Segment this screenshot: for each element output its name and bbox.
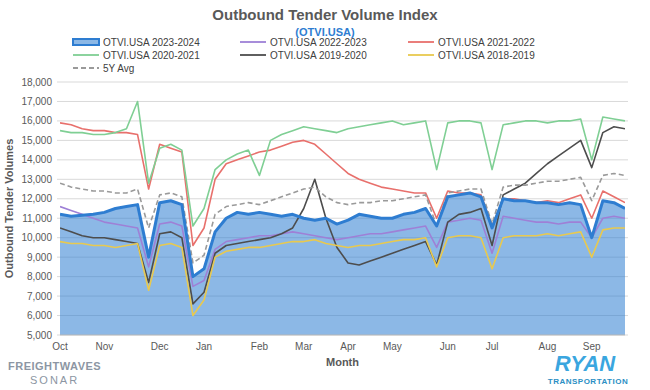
legend-label: OTVI.USA 2022-2023 bbox=[270, 37, 367, 48]
legend-label: OTVI.USA 2021-2022 bbox=[438, 37, 535, 48]
y-tick-label: 18,000 bbox=[21, 77, 52, 88]
y-tick-label: 6,000 bbox=[27, 310, 52, 321]
x-tick-label: May bbox=[383, 341, 402, 352]
x-axis-line bbox=[60, 335, 625, 336]
legend-swatch bbox=[240, 54, 266, 56]
y-tick-label: 7,000 bbox=[27, 291, 52, 302]
logo-text: TRANSPORTATION bbox=[548, 377, 628, 386]
legend-label: OTVI.USA 2023-2024 bbox=[103, 37, 200, 48]
series-line bbox=[60, 123, 625, 246]
x-tick-label: Feb bbox=[251, 341, 269, 352]
x-tick-label: Nov bbox=[95, 341, 113, 352]
x-tick-label: Dec bbox=[151, 341, 169, 352]
background bbox=[0, 0, 650, 390]
legend-label: OTVI.USA 2018-2019 bbox=[438, 50, 535, 61]
legend: OTVI.USA 2023-2024 OTVI.USA 2022-2023 OTVI… bbox=[73, 37, 535, 74]
grid-line bbox=[57, 82, 628, 83]
area-line bbox=[60, 193, 625, 277]
y-tick-label: 15,000 bbox=[21, 135, 52, 146]
logo-text: SONAR bbox=[30, 374, 79, 386]
legend-label: 5Y Avg bbox=[103, 63, 134, 74]
legend-label: OTVI.USA 2020-2021 bbox=[103, 50, 200, 61]
legend-label: OTVI.USA 2019-2020 bbox=[270, 50, 367, 61]
x-tick-label: Jan bbox=[196, 341, 212, 352]
grid-line bbox=[57, 179, 628, 180]
legend-swatch bbox=[73, 39, 99, 45]
x-tick-label: Apr bbox=[340, 341, 356, 352]
y-tick-label: 17,000 bbox=[21, 96, 52, 107]
x-tick-label: Jun bbox=[440, 341, 456, 352]
x-axis-label: Month bbox=[326, 356, 359, 368]
logo-text: FREIGHTWAVES bbox=[8, 360, 101, 372]
plot-area bbox=[60, 101, 625, 335]
grid bbox=[57, 82, 628, 335]
y-tick-label: 14,000 bbox=[21, 154, 52, 165]
x-tick-label: Oct bbox=[52, 341, 68, 352]
series-line bbox=[60, 101, 625, 226]
y-tick-label: 9,000 bbox=[27, 252, 52, 263]
y-tick-label: 10,000 bbox=[21, 232, 52, 243]
legend-swatch bbox=[408, 54, 434, 56]
y-axis-label: Outbound Tender Volumes bbox=[3, 139, 15, 279]
y-tick-label: 11,000 bbox=[22, 213, 52, 224]
y-tick-label: 13,000 bbox=[21, 174, 52, 185]
y-tick-label: 5,000 bbox=[27, 330, 52, 341]
grid-line bbox=[57, 198, 628, 199]
legend-swatch bbox=[240, 41, 266, 43]
series-line bbox=[60, 173, 625, 263]
y-tick-label: 16,000 bbox=[21, 115, 52, 126]
x-tick-label: Aug bbox=[539, 341, 557, 352]
logo-text: RYAN bbox=[555, 351, 616, 376]
y-tick-label: 12,000 bbox=[21, 193, 52, 204]
title: Outbound Tender Volume Index bbox=[212, 6, 438, 23]
x-tick-label: Jul bbox=[486, 341, 499, 352]
legend-swatch bbox=[408, 41, 434, 43]
grid-line bbox=[57, 101, 628, 102]
chart: Outbound Tender Volume Index(OTVI.USA)5,… bbox=[0, 0, 650, 390]
legend-swatch bbox=[73, 67, 99, 69]
y-tick-label: 8,000 bbox=[27, 271, 52, 282]
legend-swatch bbox=[73, 54, 99, 56]
grid-line bbox=[57, 335, 628, 336]
x-tick-label: Mar bbox=[295, 341, 313, 352]
